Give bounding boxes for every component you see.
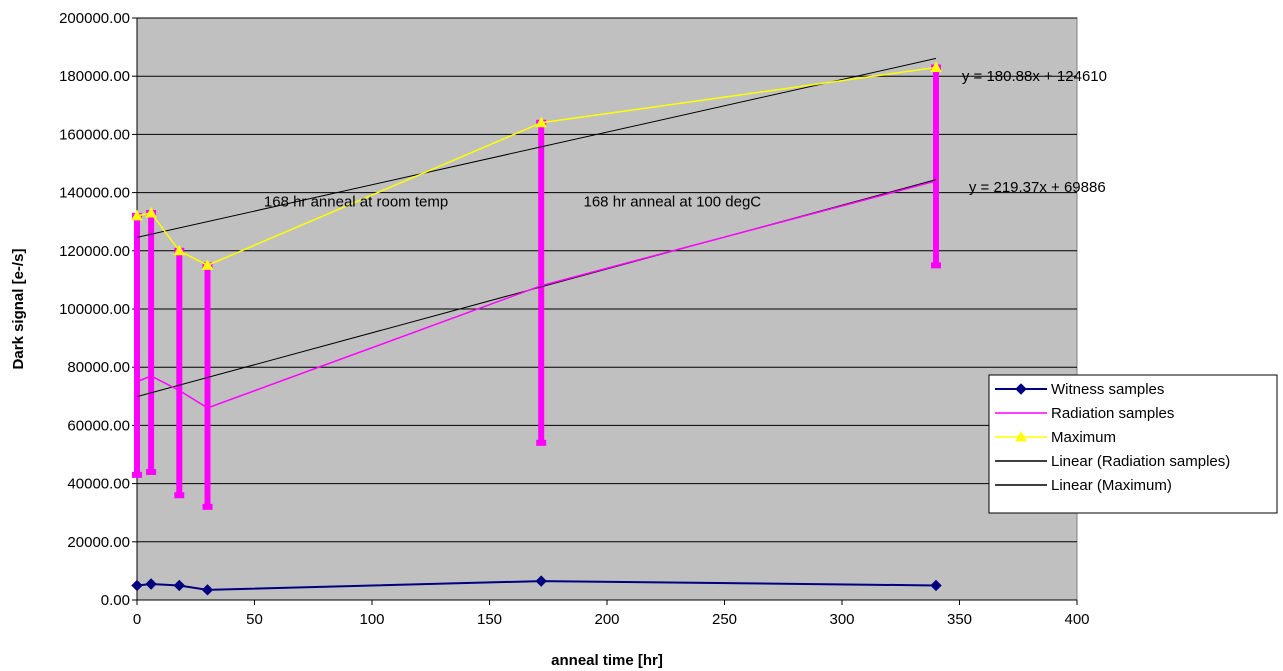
- witness-samples-point: [201, 584, 214, 596]
- y-tick-label: 200000.00: [59, 10, 130, 27]
- y-tick-label: 80000.00: [67, 359, 130, 376]
- y-tick-label: 140000.00: [59, 185, 130, 202]
- witness-samples-point: [930, 579, 942, 592]
- y-tick-label: 120000.00: [59, 243, 130, 260]
- witness-samples-point: [173, 579, 186, 592]
- witness-samples-point: [145, 578, 157, 590]
- x-axis: 0 50 100 150 200 250 300 350 400: [133, 599, 1090, 628]
- x-tick-label: 400: [1064, 611, 1089, 628]
- legend-label: Radiation samples: [1051, 405, 1174, 422]
- x-tick-label: 250: [712, 611, 737, 628]
- x-tick-label: 200: [594, 611, 619, 628]
- maximum-point: [145, 206, 157, 218]
- y-axis: 0.00 20000.00 40000.00 60000.00 80000.00 1000…: [59, 10, 138, 609]
- y-tick-label: 20000.00: [67, 534, 130, 551]
- x-tick-label: 150: [477, 611, 502, 628]
- x-axis-title: anneal time [hr]: [551, 652, 663, 669]
- x-tick-label: 300: [829, 611, 854, 628]
- y-axis-title: Dark signal [e-/s]: [10, 249, 27, 370]
- annotation: y = 180.88x + 124610: [962, 68, 1107, 85]
- legend-label: Witness samples: [1051, 381, 1164, 398]
- y-tick-label: 180000.00: [59, 68, 130, 85]
- maximum-point: [131, 209, 143, 221]
- legend: Witness samples Radiation samples Maximum L…: [988, 374, 1278, 514]
- legend-label: Linear (Radiation samples): [1051, 453, 1230, 470]
- witness-samples-point: [131, 579, 143, 592]
- annotation: 168 hr anneal at 100 degC: [584, 193, 762, 210]
- annotation: y = 219.37x + 69886: [969, 179, 1106, 196]
- legend-box: [988, 374, 1278, 514]
- x-tick-label: 0: [133, 611, 141, 628]
- linear-maximum-line: [136, 57, 937, 238]
- witness-samples-point: [535, 575, 547, 587]
- series: [131, 57, 942, 596]
- legend-label: Maximum: [1051, 429, 1116, 446]
- annotations: y = 180.88x + 124610 y = 219.37x + 69886 1…: [264, 68, 1107, 210]
- x-tick-label: 350: [947, 611, 972, 628]
- radiation-samples-line: [136, 180, 937, 409]
- maximum-point: [173, 244, 186, 256]
- legend-marker: [1015, 383, 1027, 395]
- maximum-point: [535, 116, 548, 128]
- y-tick-label: 100000.00: [59, 301, 130, 318]
- y-tick-label: 60000.00: [67, 417, 130, 434]
- y-tick-label: 40000.00: [67, 476, 130, 493]
- y-tick-label: 0.00: [101, 592, 130, 609]
- x-tick-label: 100: [359, 611, 384, 628]
- maximum-point: [201, 259, 214, 270]
- legend-label: Linear (Maximum): [1051, 477, 1172, 494]
- annotation: 168 hr anneal at room temp: [264, 193, 448, 210]
- legend-marker: [1015, 430, 1027, 442]
- maximum-point: [930, 61, 942, 72]
- x-tick-label: 50: [246, 611, 263, 628]
- y-tick-label: 160000.00: [59, 126, 130, 143]
